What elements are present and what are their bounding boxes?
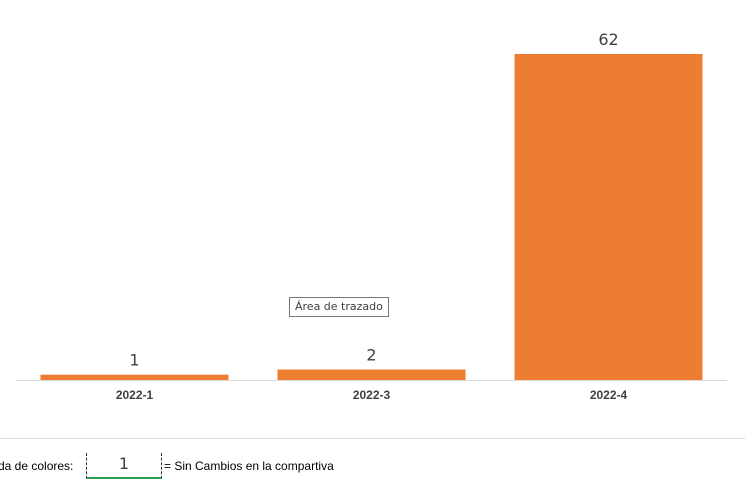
data-label-2022-1: 1 bbox=[129, 351, 139, 370]
bar-2022-4 bbox=[514, 54, 703, 380]
legend-suffix-text: = Sin Cambios en la compartiva bbox=[164, 459, 334, 473]
bar-chart: 1 2022-1 2 2022-3 62 2022-4 Área de trazado bbox=[16, 30, 727, 402]
data-label-2022-3: 2 bbox=[366, 346, 376, 365]
x-tick-label-2022-1: 2022-1 bbox=[116, 388, 154, 402]
bar-2022-1 bbox=[40, 374, 229, 380]
data-label-2022-4: 62 bbox=[598, 30, 618, 49]
x-tick-label-2022-3: 2022-3 bbox=[353, 388, 391, 402]
legend-prefix-text: da de colores: bbox=[0, 459, 74, 473]
legend-value-cell[interactable]: 1 bbox=[86, 453, 162, 479]
x-tick-label-2022-4: 2022-4 bbox=[590, 388, 628, 402]
chart-svg: 1 2022-1 2 2022-3 62 2022-4 bbox=[16, 30, 727, 402]
divider bbox=[0, 438, 745, 439]
color-legend: da de colores: 1 = Sin Cambios en la com… bbox=[0, 453, 745, 479]
bar-2022-3 bbox=[277, 369, 466, 380]
plot-area-tooltip: Área de trazado bbox=[289, 297, 389, 317]
